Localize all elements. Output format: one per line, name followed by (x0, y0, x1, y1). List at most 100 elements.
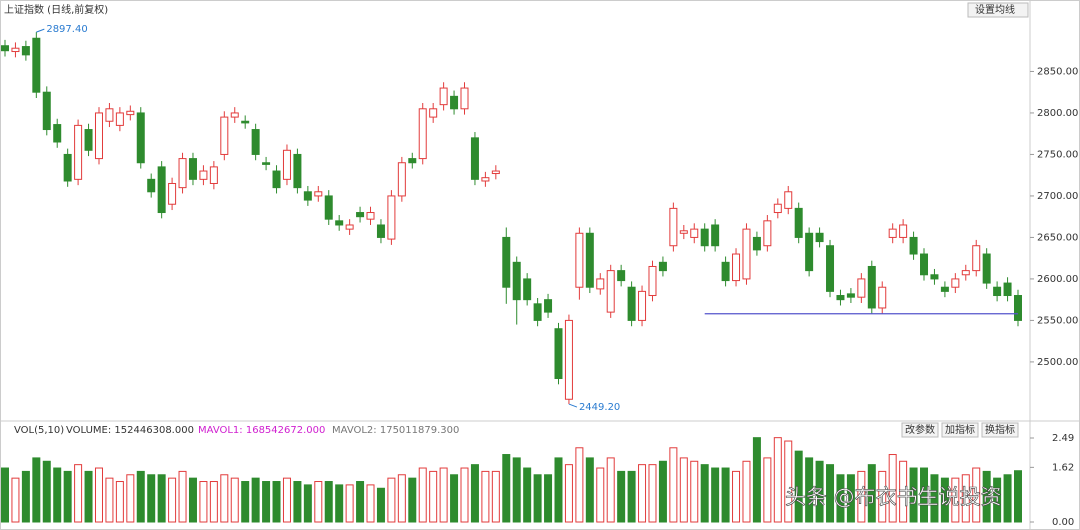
volume-bar (690, 460, 699, 523)
button-label[interactable]: 加指标 (945, 423, 975, 436)
volume-bar (450, 474, 459, 523)
ma-button-label[interactable]: 设置均线 (975, 3, 1015, 16)
candle-body (366, 212, 375, 220)
volume-bar (606, 457, 615, 523)
chart-title: 上证指数 (日线,前复权) (4, 3, 108, 16)
volume-bar (53, 467, 62, 523)
candle-body (345, 224, 354, 230)
candle-body (105, 108, 114, 122)
volume-bar (314, 481, 323, 523)
candle-body (429, 108, 438, 118)
candle-body (909, 236, 918, 255)
candle-body (157, 166, 166, 214)
y-tick-label: 2550.00 (1037, 315, 1078, 326)
candle-body (408, 158, 417, 164)
volume-bar (481, 470, 490, 523)
volume-bar (262, 481, 271, 523)
v-tick-label: 2.49 (1052, 433, 1074, 444)
volume-bar (209, 481, 218, 523)
candle-body (899, 224, 908, 238)
y-tick-label: 2700.00 (1037, 191, 1078, 202)
candle-body (951, 278, 960, 288)
volume-bar (491, 470, 500, 523)
candle-body (972, 245, 981, 272)
candle-body (1014, 295, 1022, 321)
candle-body (700, 228, 709, 247)
candle-body (188, 158, 197, 180)
button[interactable] (901, 422, 939, 438)
watermark: 头条 @布衣书生说投资 (785, 485, 1002, 509)
volume-bar (826, 464, 835, 523)
volume-bar (84, 470, 93, 523)
volume-bar (533, 474, 542, 523)
volume-bar (638, 464, 647, 523)
volume-bar (188, 477, 197, 523)
candle-body (314, 191, 323, 197)
volume-bar (867, 464, 876, 523)
button-label[interactable]: 改参数 (905, 423, 935, 436)
volume-bar (523, 467, 532, 523)
candle-body (209, 166, 218, 184)
volume-bar (617, 470, 626, 523)
candle-body (575, 232, 584, 288)
candle-body (773, 203, 782, 214)
volume-bar (554, 457, 563, 523)
volume-bar (147, 474, 156, 523)
volume-bar (982, 470, 991, 523)
extreme-pointer (36, 28, 45, 33)
candle-body (272, 170, 281, 189)
volume-bar (42, 460, 51, 523)
volume-bar (178, 470, 187, 523)
volume-bar (711, 467, 720, 523)
volume-bar (857, 470, 866, 523)
extreme-label: 2897.40 (46, 24, 87, 35)
volume-bar (763, 457, 772, 523)
volume-bar (721, 467, 730, 523)
candle-body (940, 286, 949, 292)
candle-body (470, 137, 479, 180)
candle-body (53, 124, 62, 143)
candle-body (596, 278, 605, 290)
volume-bar (335, 484, 344, 523)
volume-bar (888, 454, 897, 523)
candle-body (930, 274, 939, 280)
candle-body (982, 253, 991, 284)
volume-bar (784, 440, 793, 523)
volume-bar (742, 460, 751, 523)
candle-body (763, 220, 772, 247)
volume-bar (920, 467, 929, 523)
candle-body (324, 195, 333, 220)
volume-bar (168, 477, 177, 523)
vol-name: VOL(5,10) (14, 425, 64, 436)
button[interactable] (981, 422, 1019, 438)
volume-bar (282, 477, 291, 523)
candle-body (356, 212, 365, 218)
volume-bar (1014, 470, 1022, 523)
candle-body (387, 195, 396, 240)
candle-body (178, 158, 187, 189)
volume-bar (627, 470, 636, 523)
volume-bar (648, 464, 657, 523)
volume-bar (658, 460, 667, 523)
candle-body (690, 228, 699, 238)
volume-bar (794, 450, 803, 523)
volume-bar (585, 457, 594, 523)
candle-body (293, 153, 302, 189)
volume-bar (575, 447, 584, 523)
volume-bar (930, 474, 939, 523)
volume-bar (408, 477, 417, 523)
y-tick-label: 2750.00 (1037, 149, 1078, 160)
volume-bar (199, 481, 208, 523)
candle-body (846, 293, 855, 298)
button[interactable] (941, 422, 979, 438)
ma-button[interactable] (967, 2, 1029, 18)
button-label[interactable]: 换指标 (985, 423, 1015, 436)
mavol2: MAVOL2: 175011879.300 (332, 425, 459, 436)
candle-body (115, 112, 124, 126)
candle-body (638, 290, 647, 321)
candle-body (784, 191, 793, 209)
volume-bar (1003, 474, 1012, 523)
candle-body (836, 295, 845, 301)
